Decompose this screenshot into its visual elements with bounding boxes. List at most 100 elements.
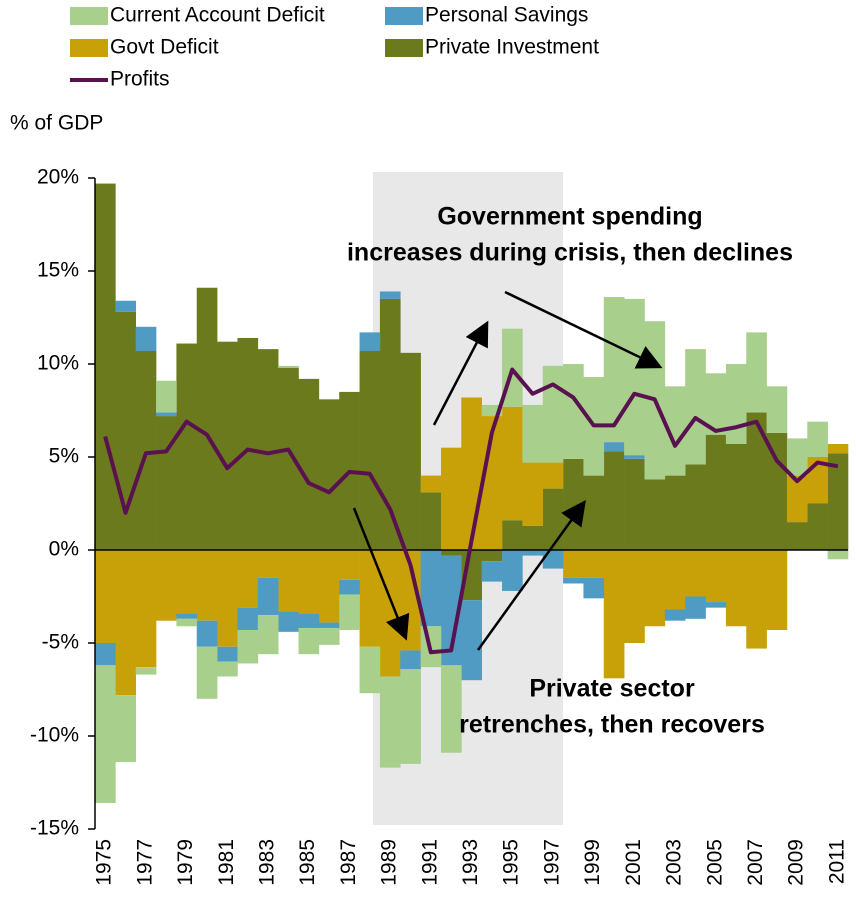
bar-segment [135,326,157,351]
y-axis-label: % of GDP [10,112,103,135]
bar-segment [196,620,218,647]
bar-segment [257,349,279,550]
bar-segment [807,421,828,457]
x-tick-label: 2001 [622,839,645,886]
bar-segment [440,447,462,550]
annotation: retrenches, then recovers [459,711,765,739]
bar-segment [685,349,706,465]
bar-segment [603,442,625,452]
bar-segment [807,503,828,550]
annotation: increases during crisis, then declines [347,239,793,267]
bar-segment [420,475,442,493]
bar-segment [583,577,605,599]
bar-segment [400,352,421,550]
bar-segment [624,550,645,643]
bar-segment [318,550,340,623]
legend-swatch [70,39,108,57]
y-tick-label: -15% [30,817,79,840]
bar-segment [522,404,544,463]
bar-segment [135,667,157,675]
bar-segment [542,365,564,463]
bar-segment [664,475,686,550]
y-tick-label: -5% [42,631,79,654]
y-tick-label: 0% [49,538,79,561]
bar-segment [725,550,747,627]
bar-segment [563,577,584,584]
bar-segment [318,628,340,645]
legend-label: Govt Deficit [110,36,219,59]
bar-segment [237,337,259,550]
legend-label: Private Investment [425,36,599,59]
bar-segment [786,522,808,550]
bar-segment [827,443,849,454]
profits-line [103,367,839,655]
bar-segment [705,373,727,435]
annotation: Private sector [529,675,695,703]
x-tick-label: 1995 [500,839,523,886]
bar-segment [705,602,727,608]
legend-label: Personal Savings [425,4,588,27]
y-tick-label: 10% [37,352,79,375]
bar-segment [603,451,625,550]
bar-segment [481,550,503,562]
legend-label: Current Account Deficit [110,4,325,27]
bar-segment [502,520,523,550]
bar-segment [481,404,503,417]
x-tick-label: 1985 [296,839,319,886]
bar-segment [644,479,666,550]
bar-segment [664,609,686,621]
bar-segment [278,611,299,632]
x-tick-label: 1997 [540,839,563,886]
bar-segment [359,332,381,351]
bar-segment [379,298,401,550]
bar-segment [563,458,584,550]
bar-segment [502,406,523,521]
bar-segment [542,462,564,489]
bar-segment [522,550,544,556]
bar-segment [135,350,157,550]
bar-segment [583,475,605,550]
bar-segment [379,676,401,768]
bar-segment [196,646,218,699]
bar-segment [440,550,462,556]
bar-segment [725,364,747,444]
bar-segment [318,622,340,629]
bar-segment [95,550,116,643]
bar-segment [176,618,198,627]
bar-segment [420,550,442,627]
bar-segment [379,550,401,677]
x-tick-label: 2003 [663,839,686,886]
annotation: Government spending [437,203,702,231]
bar-segment [339,594,360,630]
bar-segment [400,650,421,670]
bar-segment [156,550,177,621]
x-tick-label: 1983 [256,839,279,886]
legend-swatch [70,7,108,25]
bar-segment [217,646,238,662]
x-tick-label: 2005 [703,839,726,886]
x-tick-label: 1989 [378,839,401,886]
bar-segment [664,386,686,476]
bar-segment [685,550,706,597]
bar-segment [766,432,788,550]
bar-segment [95,643,116,666]
bar-segment [339,550,360,580]
bar-segment [624,298,645,456]
bar-segment [786,475,808,523]
bar-segment [359,646,381,694]
bar-segment [542,488,564,550]
arrows [352,290,663,651]
bar-segment [644,550,666,627]
bar-segment [298,628,320,655]
bar-segment [420,492,442,550]
bar-segment [156,380,177,413]
y-tick-label: 15% [37,259,79,282]
y-tick-label: -10% [30,724,79,747]
bar-segment [461,600,482,681]
x-tick-label: 1981 [215,839,238,886]
bar-segment [725,443,747,550]
x-tick-label: 1991 [418,839,441,886]
bar-segment [624,455,645,459]
x-tick-label: 2011 [825,839,848,884]
